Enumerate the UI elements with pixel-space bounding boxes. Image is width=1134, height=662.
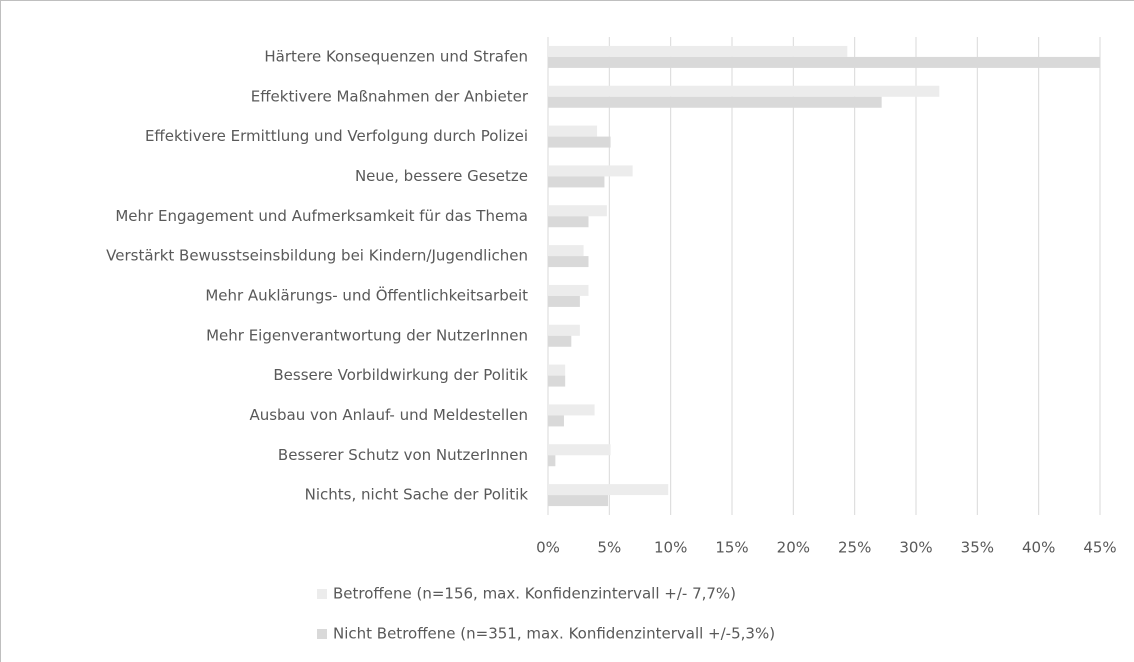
bar [548,404,595,416]
bar [548,324,580,336]
bar [548,245,584,257]
y-tick-label: Ausbau von Anlauf- und Meldestellen [249,406,528,424]
x-tick-label: 20% [777,539,810,557]
x-tick-label: 25% [838,539,871,557]
x-tick-label: 45% [1083,539,1116,557]
y-tick-label: Mehr Auklärungs- und Öffentlichkeitsarbe… [205,285,528,304]
x-tick-label: 5% [597,539,621,557]
legend-label: Nicht Betroffene (n=351, max. Konfidenzi… [333,625,775,643]
y-tick-label: Besserer Schutz von NutzerInnen [278,446,528,464]
bar [548,335,572,347]
bar [548,136,611,148]
bar [548,495,609,507]
x-tick-label: 40% [1022,539,1055,557]
bar [548,205,607,217]
bar [548,165,633,177]
legend-swatch [317,589,327,599]
x-tick-label: 35% [961,539,994,557]
bar [548,375,566,387]
bar [548,96,882,108]
y-tick-label: Nichts, nicht Sache der Politik [305,486,529,504]
legend-swatch [317,629,327,639]
bar [548,45,848,57]
x-tick-label: 30% [899,539,932,557]
y-tick-label: Mehr Engagement und Aufmerksamkeit für d… [115,207,528,225]
bar [548,85,940,97]
bar [548,415,564,427]
bar [548,455,556,467]
y-tick-label: Bessere Vorbildwirkung der Politik [273,366,528,384]
y-tick-label: Effektivere Maßnahmen der Anbieter [251,87,529,105]
x-tick-label: 0% [536,539,560,557]
x-tick-label: 15% [715,539,748,557]
bar [548,295,580,307]
legend-label: Betroffene (n=156, max. Konfidenzinterva… [333,585,736,603]
bar [548,256,589,268]
y-tick-label: Härtere Konsequenzen und Strafen [264,47,528,65]
bar [548,216,589,228]
bar [548,444,611,456]
y-tick-label: Verstärkt Bewusstseinsbildung bei Kinder… [106,247,528,265]
y-tick-label: Neue, bessere Gesetze [355,167,528,185]
bar [548,56,1100,68]
y-tick-label: Mehr Eigenverantwortung der NutzerInnen [206,326,528,344]
bar [548,364,566,376]
bar [548,484,669,496]
bar [548,176,605,188]
bar [548,125,598,137]
y-tick-label: Effektivere Ermittlung und Verfolgung du… [145,127,528,145]
bar [548,284,589,296]
x-tick-label: 10% [654,539,687,557]
